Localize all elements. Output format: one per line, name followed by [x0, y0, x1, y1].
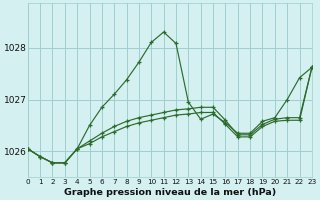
X-axis label: Graphe pression niveau de la mer (hPa): Graphe pression niveau de la mer (hPa) — [64, 188, 276, 197]
